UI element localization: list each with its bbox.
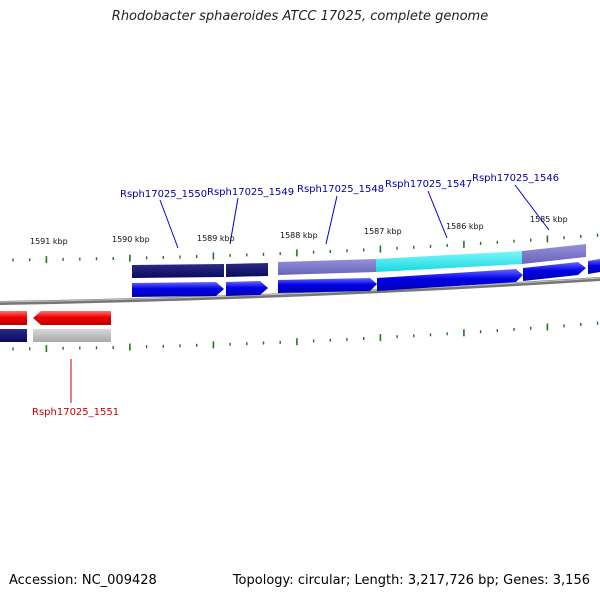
map-title: Rhodobacter sphaeroides ATCC 17025, comp… bbox=[111, 9, 489, 24]
gene-arrow-forward[interactable] bbox=[523, 262, 586, 281]
gene-label[interactable]: Rsph17025_1546 bbox=[472, 173, 559, 184]
topology-value: circular bbox=[297, 573, 346, 588]
genome-stats-footer: Topology: circular; Length: 3,217,726 bp… bbox=[232, 573, 590, 588]
scale-label: 1586 kbp bbox=[446, 222, 484, 231]
cds-bar[interactable] bbox=[522, 244, 586, 264]
scale-label: 1588 kbp bbox=[280, 231, 318, 240]
gene-label[interactable]: Rsph17025_1550 bbox=[120, 189, 207, 200]
gene-arrow-forward[interactable] bbox=[278, 278, 377, 293]
tick-row-bottom bbox=[12, 321, 599, 353]
genome-backbone bbox=[0, 277, 600, 305]
cds-bar[interactable] bbox=[278, 259, 376, 275]
scale-label: 1585 kbp bbox=[530, 215, 568, 224]
length-value: 3,217,726 bp bbox=[407, 573, 495, 588]
gene-label[interactable]: Rsph17025_1547 bbox=[385, 179, 472, 190]
scale-label: 1590 kbp bbox=[112, 235, 150, 244]
label-leader-line bbox=[325, 195, 338, 245]
label-leader-line bbox=[229, 197, 239, 245]
label-leader-line bbox=[514, 184, 550, 231]
genes-value: 3,156 bbox=[552, 573, 590, 588]
cds-bar[interactable] bbox=[132, 264, 224, 278]
gene-arrow-forward[interactable] bbox=[588, 259, 600, 274]
scale-label: 1589 kbp bbox=[197, 234, 235, 243]
gene-arrow-forward[interactable] bbox=[377, 269, 523, 291]
topology-label: Topology: bbox=[232, 573, 294, 588]
gene-label[interactable]: Rsph17025_1549 bbox=[207, 187, 294, 198]
accession-footer: Accession: NC_009428 bbox=[9, 573, 157, 588]
accession-value: NC_009428 bbox=[81, 573, 157, 588]
label-leader-line bbox=[159, 199, 179, 249]
gene-arrow-forward[interactable] bbox=[226, 281, 268, 296]
label-leader-line bbox=[427, 190, 448, 239]
gene-arrow-reverse[interactable] bbox=[33, 311, 111, 325]
genes-label: Genes: bbox=[503, 573, 549, 588]
cds-bar-reverse[interactable] bbox=[33, 329, 111, 342]
gene-arrow-reverse[interactable] bbox=[0, 311, 27, 325]
length-label: Length: bbox=[354, 573, 404, 588]
cds-bar[interactable] bbox=[226, 263, 268, 277]
accession-label: Accession: bbox=[9, 573, 78, 588]
cds-bar-reverse[interactable] bbox=[0, 329, 27, 342]
gene-label[interactable]: Rsph17025_1551 bbox=[32, 407, 119, 418]
scale-label: 1591 kbp bbox=[30, 237, 68, 246]
tick-row-top bbox=[12, 233, 599, 264]
scale-label: 1587 kbp bbox=[364, 227, 402, 236]
cds-bar-highlighted[interactable] bbox=[376, 251, 522, 272]
gene-label[interactable]: Rsph17025_1548 bbox=[297, 184, 384, 195]
gene-arrow-forward[interactable] bbox=[132, 282, 224, 297]
